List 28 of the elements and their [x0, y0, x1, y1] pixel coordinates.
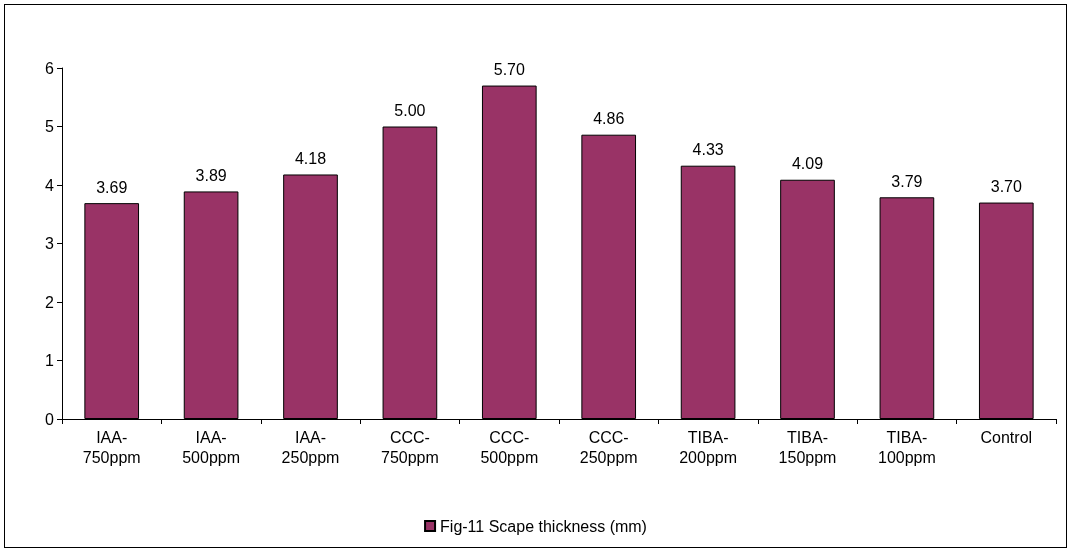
y-tick-label: 1: [45, 352, 55, 369]
data-label: 4.09: [791, 155, 824, 173]
x-tick-label: CCC-750ppm: [380, 428, 439, 466]
data-label: 3.89: [195, 166, 227, 184]
y-tick-label: 3: [45, 235, 55, 252]
y-tick-label: 6: [45, 59, 55, 77]
y-tick-label: 4: [45, 176, 55, 194]
legend-label: Fig-11 Scape thickness (mm): [440, 517, 647, 535]
data-label: 5.00: [394, 102, 426, 119]
data-label: 4.18: [294, 149, 327, 167]
y-tick-label: 5: [45, 118, 55, 135]
x-tick-label: IAA-750ppm: [82, 428, 141, 466]
data-label: 4.33: [692, 141, 724, 159]
x-tick-label: IAA-250ppm: [281, 428, 340, 466]
data-label: 3.79: [891, 172, 923, 190]
x-tick-label: Control: [980, 428, 1033, 446]
x-tick-label: CCC-250ppm: [579, 428, 638, 466]
y-tick-label: 2: [45, 293, 55, 311]
data-label: 3.70: [990, 178, 1022, 196]
y-tick-label: 0: [45, 410, 55, 428]
data-label: 5.70: [493, 61, 525, 79]
x-tick-label: IAA-500ppm: [182, 428, 241, 466]
data-label: 4.86: [593, 110, 625, 128]
x-tick-label: TIBA-200ppm: [679, 428, 738, 466]
data-label: 3.69: [96, 178, 128, 196]
x-tick-label: TIBA-150ppm: [778, 428, 837, 466]
x-tick-label: TIBA-100ppm: [877, 428, 936, 466]
x-tick-label: CCC-500ppm: [480, 428, 539, 466]
